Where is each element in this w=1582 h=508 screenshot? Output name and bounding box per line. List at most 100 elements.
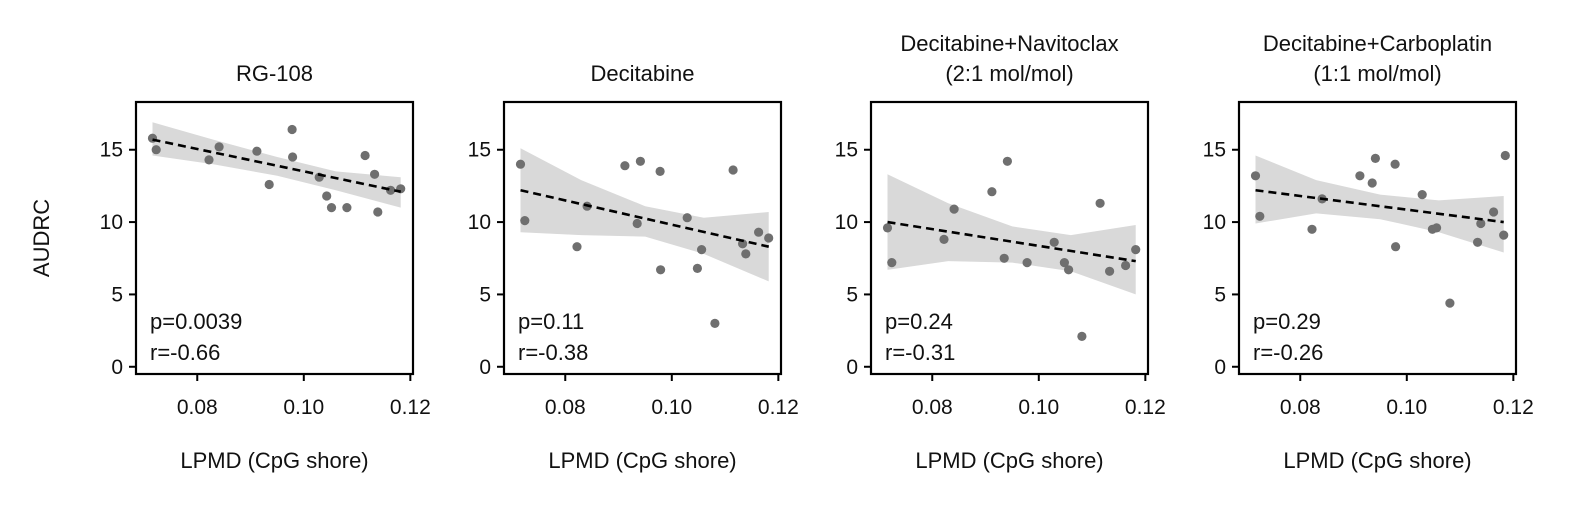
confidence-band: [152, 122, 401, 208]
data-point: [882, 223, 893, 233]
axes-frame: [869, 100, 1150, 376]
data-point: [1500, 150, 1510, 161]
data-point: [887, 258, 897, 268]
data-point: [632, 218, 642, 229]
data-point: [1131, 245, 1141, 255]
data-point: [1390, 159, 1400, 169]
data-point: [1250, 171, 1261, 181]
y-tick-label: 0: [111, 356, 123, 379]
axes-frame: [134, 100, 415, 376]
panel-title: Decitabine: [591, 61, 695, 86]
p-value-label: p=0.0039: [150, 309, 242, 334]
panel-title: RG-108: [236, 61, 313, 86]
data-point: [1022, 258, 1032, 268]
x-tick-label: 0.12: [758, 396, 799, 419]
data-point: [1370, 153, 1380, 163]
data-point: [360, 150, 370, 161]
x-tick-label: 0.08: [912, 396, 953, 419]
data-point: [1445, 298, 1455, 308]
data-point: [656, 265, 666, 275]
confidence-band: [520, 148, 769, 282]
y-tick-label: 5: [111, 283, 123, 306]
data-point: [1077, 331, 1087, 341]
data-point: [655, 166, 665, 176]
data-point: [151, 145, 161, 155]
y-tick-label: 10: [835, 211, 858, 234]
axes-frame: [502, 100, 783, 376]
x-axis-label: LPMD (CpG shore): [180, 448, 368, 473]
data-point: [264, 179, 274, 190]
data-point: [1307, 224, 1317, 234]
x-tick-label: 0.12: [390, 396, 431, 419]
r-value-label: r=-0.38: [518, 340, 588, 365]
x-tick-label: 0.10: [651, 396, 692, 419]
data-point: [939, 234, 949, 244]
data-point: [386, 185, 396, 195]
regression-line: [520, 188, 770, 248]
r-value-label: r=-0.26: [1253, 340, 1323, 365]
data-point: [1367, 178, 1377, 188]
y-tick-label: 10: [1203, 211, 1226, 234]
data-point: [949, 204, 959, 214]
data-point: [515, 159, 526, 169]
data-point: [1255, 211, 1265, 221]
confidence-band: [1255, 155, 1504, 253]
panel-title: Decitabine+Navitoclax (2:1 mol/mol): [900, 31, 1118, 86]
x-tick-label: 0.08: [177, 396, 218, 419]
data-point: [999, 253, 1009, 263]
data-point: [1121, 260, 1131, 271]
data-point: [520, 216, 530, 226]
y-tick-label: 5: [846, 283, 858, 306]
data-point: [1355, 171, 1365, 181]
regression-line: [152, 138, 402, 193]
data-point: [728, 165, 738, 175]
data-point: [370, 169, 380, 179]
x-axis-label: LPMD (CpG shore): [548, 448, 736, 473]
data-point: [710, 318, 720, 328]
data-point: [287, 124, 297, 135]
y-tick-label: 15: [1203, 139, 1226, 162]
data-point: [1064, 265, 1074, 275]
data-point: [572, 242, 582, 252]
data-point: [764, 233, 774, 243]
panel-3: 0 5 10 15 0.08 0.10 0.12 LPMD (CpG shore) Decita…: [835, 31, 1166, 473]
regression-line: [1255, 188, 1504, 224]
data-point: [1105, 266, 1115, 276]
x-tick-label: 0.08: [545, 396, 586, 419]
y-tick-label: 10: [100, 211, 123, 234]
x-axis-label: LPMD (CpG shore): [915, 448, 1103, 473]
axes-frame: [1237, 100, 1518, 376]
x-tick-label: 0.10: [1018, 396, 1059, 419]
panel-title: Decitabine+Carboplatin (1:1 mol/mol): [1263, 31, 1492, 86]
r-value-label: r=-0.31: [885, 340, 955, 365]
data-point: [1432, 223, 1442, 233]
p-value-label: p=0.11: [518, 309, 584, 334]
r-value-label: r=-0.66: [150, 340, 220, 365]
y-tick-label: 15: [468, 139, 491, 162]
x-tick-label: 0.10: [283, 396, 324, 419]
x-tick-label: 0.08: [1280, 396, 1321, 419]
p-value-label: p=0.29: [1253, 309, 1321, 334]
x-tick-label: 0.10: [1386, 396, 1427, 419]
y-tick-label: 5: [479, 283, 491, 306]
data-point: [204, 155, 214, 165]
y-tick-label: 0: [1214, 356, 1226, 379]
y-tick-label: 0: [846, 356, 858, 379]
data-point: [1499, 230, 1509, 240]
data-point: [635, 156, 646, 166]
panel-4: 0 5 10 15 0.08 0.10 0.12 LPMD (CpG shore) Decita…: [1203, 31, 1534, 473]
y-tick-label: 15: [835, 139, 858, 162]
data-point: [373, 207, 383, 217]
data-point: [252, 146, 262, 156]
y-tick-label: 10: [468, 211, 491, 234]
data-point: [682, 213, 692, 223]
data-point: [620, 161, 630, 171]
confidence-band: [887, 174, 1136, 295]
data-point: [342, 203, 352, 213]
x-tick-label: 0.12: [1493, 396, 1534, 419]
p-value-label: p=0.24: [885, 309, 953, 334]
x-axis-label: LPMD (CpG shore): [1283, 448, 1471, 473]
data-point: [1049, 237, 1059, 247]
x-tick-label: 0.12: [1125, 396, 1166, 419]
